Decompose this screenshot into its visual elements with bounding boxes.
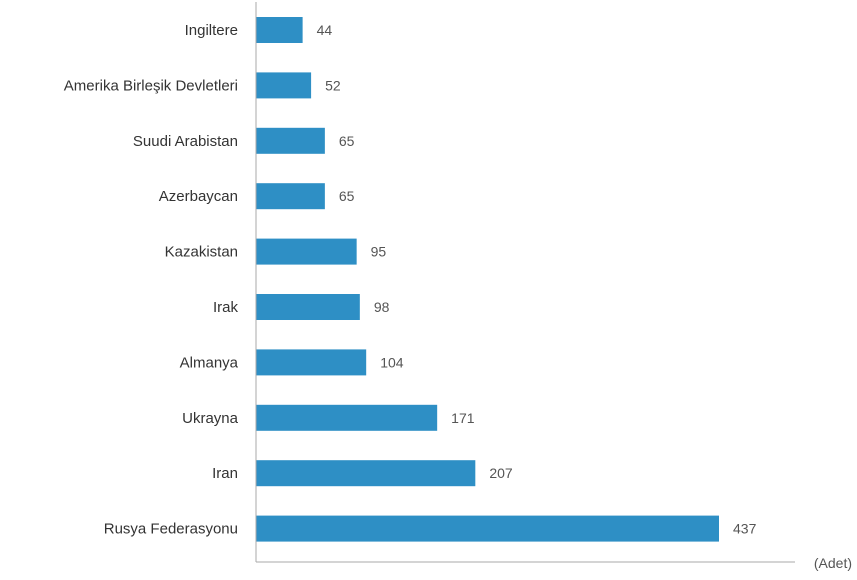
bar-4 bbox=[256, 238, 357, 265]
bar-6 bbox=[256, 349, 367, 376]
value-labels-group: 44 52 65 65 95 98 104 171 207 437 bbox=[317, 22, 757, 537]
bar-1 bbox=[256, 72, 312, 99]
value-label-7: 171 bbox=[451, 410, 475, 426]
bar-8 bbox=[256, 460, 476, 487]
bars-group bbox=[256, 17, 719, 542]
bar-0 bbox=[256, 17, 303, 43]
value-label-0: 44 bbox=[317, 22, 333, 38]
category-label-0: Ingiltere bbox=[185, 22, 238, 39]
bar-5 bbox=[256, 294, 360, 320]
category-label-3: Azerbaycan bbox=[159, 188, 238, 205]
value-label-9: 437 bbox=[733, 521, 757, 537]
category-label-4: Kazakistan bbox=[165, 244, 238, 261]
category-label-2: Suudi Arabistan bbox=[133, 133, 238, 150]
category-label-1: Amerika Birleşik Devletleri bbox=[64, 77, 238, 94]
value-label-5: 98 bbox=[374, 299, 390, 315]
value-label-8: 207 bbox=[489, 465, 513, 481]
category-label-9: Rusya Federasyonu bbox=[104, 521, 238, 538]
category-label-5: Irak bbox=[213, 299, 239, 316]
value-label-6: 104 bbox=[380, 354, 404, 370]
value-label-1: 52 bbox=[325, 77, 341, 93]
category-labels-group: Ingiltere Amerika Birleşik Devletleri Suud… bbox=[64, 22, 239, 538]
value-label-3: 65 bbox=[339, 188, 355, 204]
category-label-8: Iran bbox=[212, 465, 238, 482]
value-label-4: 95 bbox=[371, 244, 387, 260]
category-label-6: Almanya bbox=[180, 354, 239, 371]
bar-2 bbox=[256, 127, 325, 154]
bar-7 bbox=[256, 404, 438, 431]
unit-label: (Adet) bbox=[814, 555, 852, 571]
value-label-2: 65 bbox=[339, 133, 355, 149]
bar-9 bbox=[256, 515, 719, 542]
category-label-7: Ukrayna bbox=[182, 410, 239, 427]
bar-3 bbox=[256, 183, 325, 210]
